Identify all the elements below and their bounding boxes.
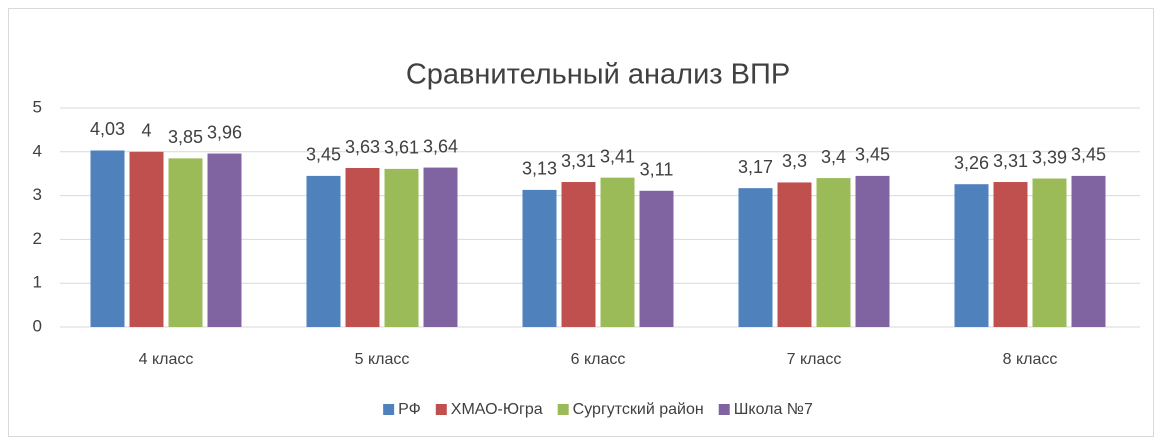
bar <box>738 188 773 327</box>
x-tick-label: 5 класс <box>355 351 410 368</box>
value-label: 3,85 <box>168 127 203 147</box>
y-tick-label: 2 <box>33 229 42 248</box>
x-tick-label: 7 класс <box>787 351 842 368</box>
y-tick-label: 3 <box>33 185 42 204</box>
value-label: 3,61 <box>384 138 419 158</box>
bar <box>777 182 812 327</box>
bar <box>993 182 1028 327</box>
legend-label: РФ <box>398 401 421 418</box>
bar <box>345 168 380 327</box>
bar <box>129 151 164 327</box>
value-label: 4 <box>141 121 151 141</box>
value-label: 3,39 <box>1032 147 1067 167</box>
bar <box>522 189 557 327</box>
y-tick-label: 5 <box>33 97 42 116</box>
value-label: 3,64 <box>423 136 458 156</box>
legend-swatch <box>557 404 569 415</box>
bar <box>855 175 890 327</box>
bar <box>423 167 458 327</box>
legend-swatch <box>383 404 395 415</box>
chart-title: Сравнительный анализ ВПР <box>406 59 790 91</box>
y-tick-label: 1 <box>33 273 42 292</box>
legend-swatch <box>435 404 447 415</box>
bar <box>207 153 242 327</box>
value-label: 3,96 <box>207 122 242 142</box>
value-label: 3,45 <box>306 145 341 165</box>
bar <box>384 168 419 327</box>
y-tick-label: 0 <box>33 316 42 335</box>
legend-swatch <box>718 404 730 415</box>
value-label: 3,41 <box>600 146 635 166</box>
bar <box>639 190 674 327</box>
value-label: 3,31 <box>993 151 1028 171</box>
value-label: 3,31 <box>561 151 596 171</box>
bar <box>168 158 203 327</box>
value-label: 3,63 <box>345 137 380 157</box>
bar <box>600 177 635 327</box>
value-label: 3,4 <box>821 147 846 167</box>
bar <box>1071 175 1106 327</box>
x-tick-label: 8 класс <box>1003 351 1058 368</box>
value-label: 3,13 <box>522 159 557 179</box>
bar <box>306 175 341 327</box>
value-label: 3,26 <box>954 153 989 173</box>
bar <box>561 182 596 327</box>
y-tick-label: 4 <box>33 141 42 160</box>
value-label: 3,45 <box>855 145 890 165</box>
legend-label: Школа №7 <box>734 401 813 418</box>
legend-label: ХМАО-Югра <box>451 401 543 418</box>
bar <box>816 178 851 327</box>
bar <box>1032 178 1067 327</box>
value-label: 3,11 <box>640 160 674 180</box>
value-label: 4,03 <box>90 119 125 139</box>
value-label: 3,3 <box>782 151 807 171</box>
bar <box>90 150 125 327</box>
value-label: 3,45 <box>1071 145 1106 165</box>
bar <box>954 184 989 327</box>
x-tick-label: 6 класс <box>571 351 626 368</box>
value-label: 3,17 <box>738 157 773 177</box>
x-tick-label: 4 класс <box>139 351 194 368</box>
legend-label: Сургутский район <box>573 401 704 418</box>
